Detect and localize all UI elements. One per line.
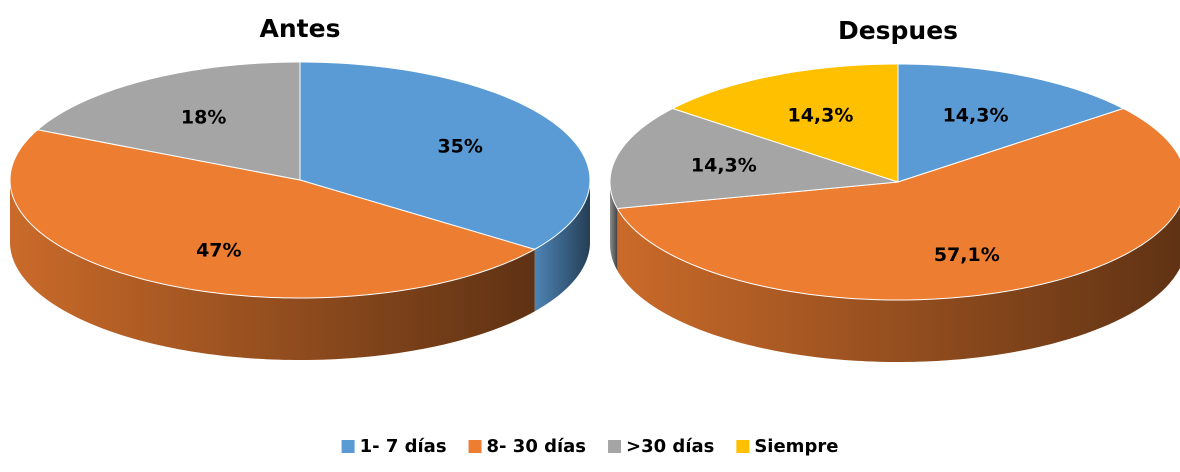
data-label: 14,3% <box>691 154 757 176</box>
legend-swatch <box>608 440 622 453</box>
pie-slice <box>671 63 899 183</box>
legend-label: 8- 30 días <box>487 436 587 457</box>
chart-title: Antes <box>260 14 341 43</box>
pie-slice <box>616 107 1180 301</box>
data-label: 18% <box>181 107 226 129</box>
pie-slice <box>897 63 1125 183</box>
legend-swatch <box>341 440 355 453</box>
chart-title: Despues <box>838 16 958 45</box>
data-label: 35% <box>437 135 482 157</box>
pie-slice <box>609 107 899 209</box>
pie-side-shade <box>10 180 535 360</box>
pie-side-shade <box>610 182 618 271</box>
data-label: 14,3% <box>787 105 853 127</box>
pie-side-shade <box>534 180 590 312</box>
pie-side-shade <box>617 205 1180 362</box>
data-label: 47% <box>196 239 241 261</box>
legend-label: >30 días <box>626 436 714 457</box>
pie-slice <box>36 61 301 181</box>
legend-swatch <box>736 440 750 453</box>
legend-swatch <box>468 440 482 453</box>
legend-label: Siempre <box>754 436 838 457</box>
legend-label: 1- 7 días <box>360 436 447 457</box>
pie-slice <box>299 61 591 250</box>
data-label: 57,1% <box>934 244 1000 266</box>
data-label: 14,3% <box>943 105 1009 127</box>
pie-slice <box>9 129 536 299</box>
